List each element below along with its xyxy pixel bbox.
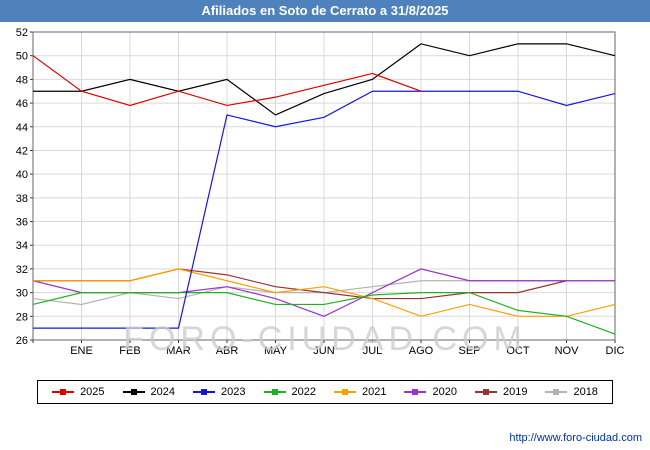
legend-item-2021: 2021 [334, 386, 386, 398]
legend-item-2018: 2018 [545, 386, 598, 398]
x-month-label: MAY [264, 345, 288, 357]
y-tick-label: 42 [16, 145, 28, 157]
line-chart-svg: 26 28 30 32 34 36 38 40 42 44 46 48 50 52 ENE FEB MAR ABR… [16, 27, 625, 357]
legend-item-2023: 2023 [193, 386, 246, 398]
y-tick-label: 52 [16, 27, 28, 39]
series-line-2022 [32, 292, 616, 335]
x-month-label: FEB [119, 345, 140, 357]
x-month-label: MAR [166, 345, 191, 357]
x-month-label: NOV [555, 345, 580, 357]
legend-line-swatch [263, 389, 286, 395]
legend: 2025 2024 2023 2022 2021 2020 2019 2018 [37, 380, 613, 404]
y-tick-label: 34 [16, 240, 28, 252]
legend-line-swatch [404, 389, 427, 395]
legend-label: 2022 [291, 386, 316, 398]
legend-label: 2021 [362, 386, 387, 398]
y-tick-label: 28 [16, 311, 28, 323]
y-tick-label: 32 [16, 264, 28, 276]
legend-label: 2018 [573, 386, 598, 398]
legend-label: 2020 [432, 386, 457, 398]
y-tick-label: 46 [16, 98, 28, 110]
y-tick-label: 36 [16, 217, 28, 229]
plot-border [32, 31, 616, 341]
series-line-2025 [32, 55, 422, 107]
legend-line-swatch [545, 389, 568, 395]
y-tick-label: 38 [16, 193, 28, 205]
legend-item-2019: 2019 [474, 386, 528, 398]
y-tick-label: 48 [16, 74, 28, 86]
legend-line-swatch [52, 389, 75, 395]
x-month-label: AGO [409, 345, 434, 357]
series-line-2021 [33, 268, 616, 317]
y-tick-label: 44 [16, 122, 28, 134]
y-tick-label: 26 [16, 335, 28, 347]
chart-area: 26 28 30 32 34 36 38 40 42 44 46 48 50 52 ENE FEB MAR ABR… [0, 22, 650, 362]
x-month-label: ABR [216, 345, 239, 357]
legend-line-swatch [193, 389, 216, 395]
legend-item-2020: 2020 [404, 386, 457, 398]
x-month-label: SEP [458, 345, 480, 357]
legend-line-swatch [122, 389, 145, 395]
x-month-label: JUN [313, 345, 334, 357]
legend-item-2022: 2022 [263, 386, 316, 398]
footer-url[interactable]: http://www.foro-ciudad.com [509, 432, 642, 444]
y-tick-label: 40 [16, 169, 28, 181]
x-month-label: JUL [363, 345, 383, 357]
legend-label: 2019 [502, 386, 528, 398]
legend-item-2025: 2025 [52, 386, 105, 398]
series-line-2024 [33, 43, 616, 116]
series-line-2019 [33, 268, 567, 300]
legend-line-swatch [334, 389, 356, 395]
legend-line-swatch [474, 389, 497, 395]
y-tick-label: 50 [16, 51, 28, 63]
legend-label: 2023 [221, 386, 246, 398]
y-tick-label: 30 [16, 288, 28, 300]
legend-item-2024: 2024 [122, 386, 176, 398]
legend-label: 2024 [150, 386, 176, 398]
chart-title: Afiliados en Soto de Cerrato a 31/8/2025 [0, 0, 650, 22]
series-line-2023 [33, 90, 616, 329]
legend-label: 2025 [80, 386, 105, 398]
x-month-label: DIC [606, 345, 625, 357]
x-month-label: OCT [506, 345, 530, 357]
x-month-label: ENE [70, 345, 93, 357]
